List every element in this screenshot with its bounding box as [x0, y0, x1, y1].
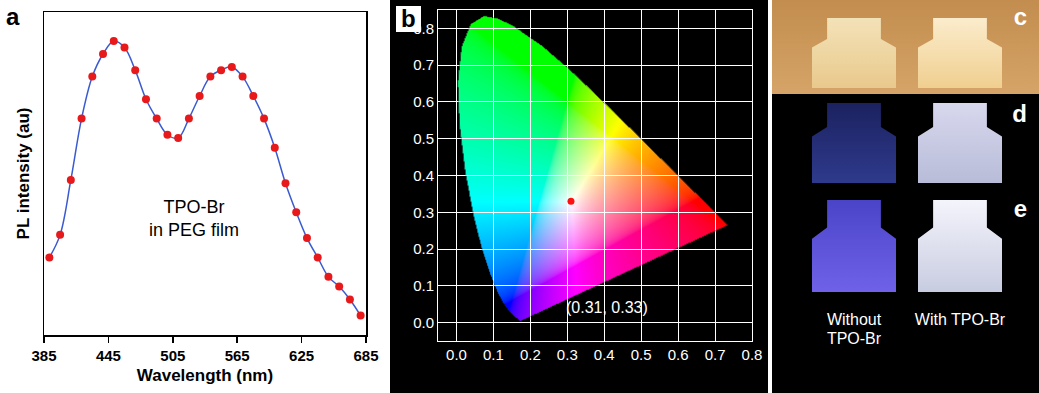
html-text:c: c	[1013, 3, 1027, 30]
svg-text:445: 445	[96, 347, 121, 364]
svg-text:0.6: 0.6	[413, 93, 434, 110]
svg-text:0.7: 0.7	[705, 346, 726, 363]
svg-text:565: 565	[225, 347, 250, 364]
svg-text:0.1: 0.1	[413, 277, 434, 294]
svg-text:0.2: 0.2	[520, 346, 541, 363]
svg-text:Wavelength (nm): Wavelength (nm)	[137, 366, 273, 385]
html-text:a: a	[6, 3, 20, 30]
html-text:b: b	[401, 5, 416, 32]
svg-text:0.5: 0.5	[413, 130, 434, 147]
svg-text:0.5: 0.5	[631, 346, 652, 363]
html-text:e: e	[1013, 195, 1027, 222]
html-text:Without TPO-Br: Without TPO-Br	[826, 311, 882, 347]
svg-text:0.3: 0.3	[413, 204, 434, 221]
svg-text:0.7: 0.7	[413, 56, 434, 73]
svg-text:TPO-Brin PEG film: TPO-Brin PEG film	[149, 197, 239, 240]
svg-text:0.3: 0.3	[557, 346, 578, 363]
svg-text:(0.31, 0.33): (0.31, 0.33)	[566, 299, 648, 316]
svg-text:505: 505	[160, 347, 185, 364]
svg-text:0.0: 0.0	[413, 314, 434, 331]
svg-text:0.1: 0.1	[483, 346, 504, 363]
svg-text:0.8: 0.8	[742, 346, 763, 363]
html-text:d: d	[1012, 100, 1027, 127]
html-text:With TPO-Br: With TPO-Br	[914, 311, 1006, 328]
svg-text:PL intensity (au): PL intensity (au)	[14, 108, 33, 240]
svg-text:0.4: 0.4	[413, 167, 434, 184]
svg-text:685: 685	[353, 347, 378, 364]
svg-text:0.8: 0.8	[413, 19, 434, 37]
svg-text:0.6: 0.6	[668, 346, 689, 363]
svg-text:0.0: 0.0	[446, 346, 467, 363]
svg-text:0.2: 0.2	[413, 240, 434, 257]
svg-text:0.4: 0.4	[594, 346, 615, 363]
svg-text:625: 625	[289, 347, 314, 364]
svg-text:385: 385	[31, 347, 56, 364]
